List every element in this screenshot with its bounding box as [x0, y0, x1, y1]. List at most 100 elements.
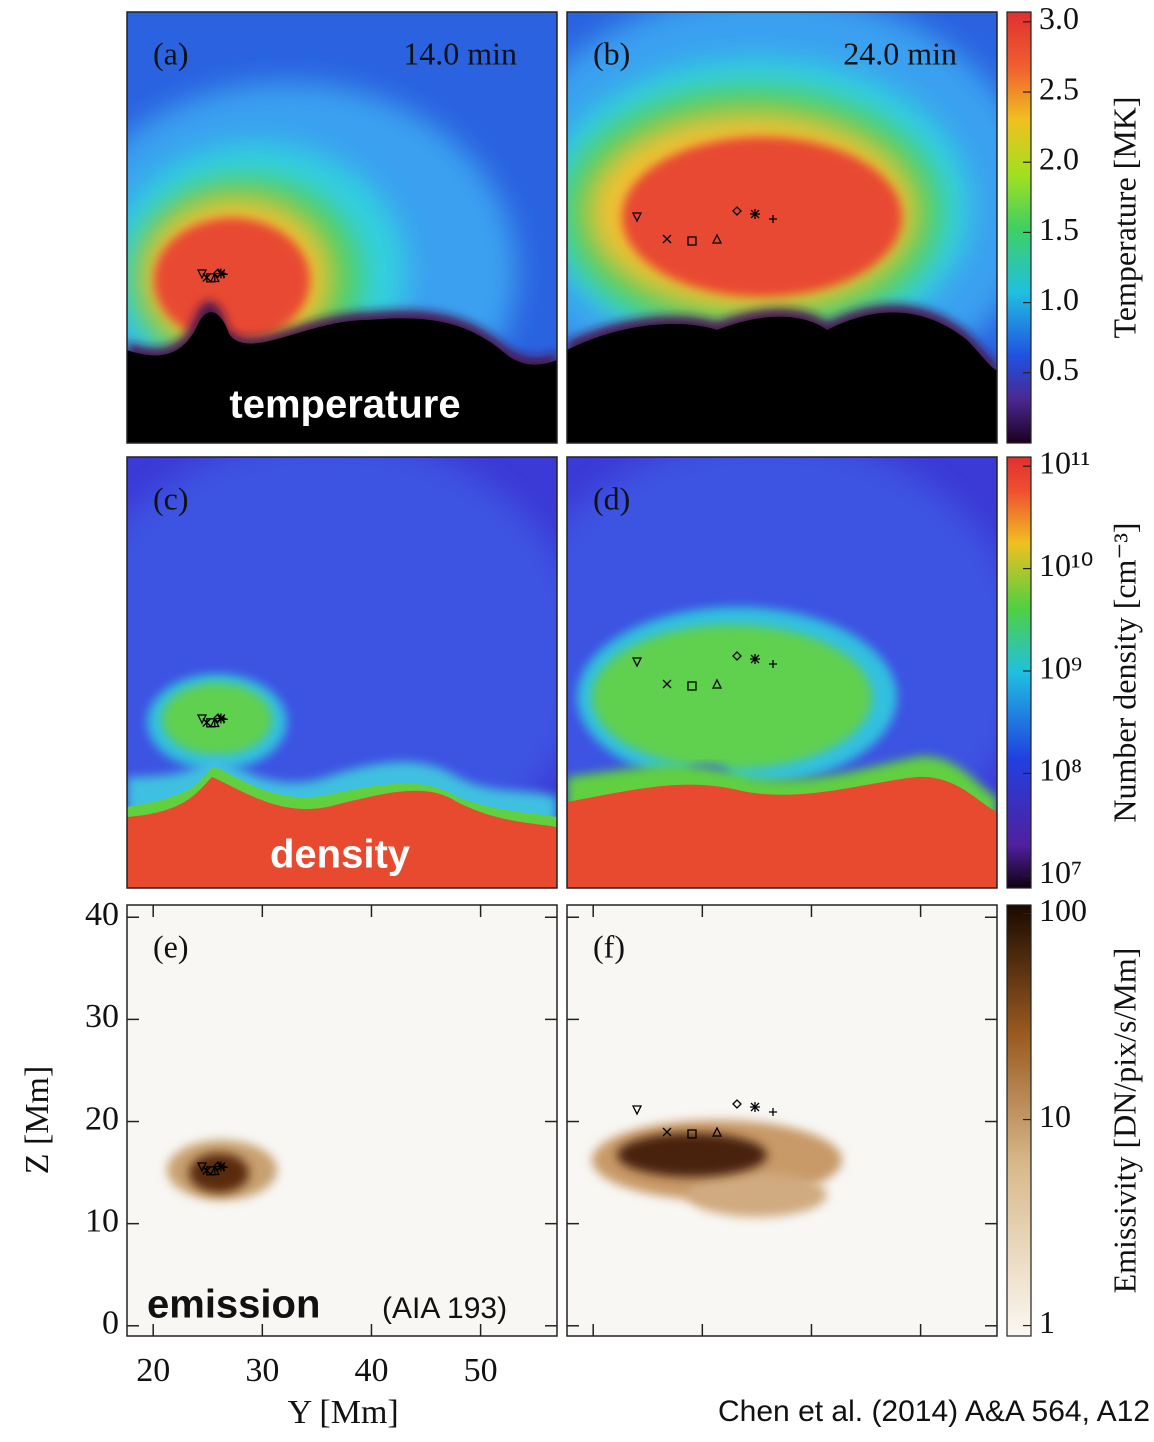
colorbar-tick-label: 100 [1039, 892, 1087, 928]
marker [750, 209, 760, 219]
image-fields [127, 12, 997, 1336]
field [127, 777, 557, 888]
marker [209, 272, 220, 283]
panel-label: (f) [593, 928, 625, 964]
colorbar-label: Number density [cm⁻³] [1106, 522, 1142, 822]
row-label: density [270, 833, 411, 877]
panel-label: (e) [153, 928, 189, 964]
marker [750, 654, 760, 664]
marker [687, 681, 697, 691]
field [617, 1133, 767, 1177]
field [622, 137, 902, 297]
marker [687, 1129, 697, 1139]
credit: Chen et al. (2014) A&A 564, A12 [718, 1395, 1150, 1428]
colorbar-tick-label: 10⁸ [1039, 752, 1082, 788]
marker [769, 215, 777, 223]
colorbar-tick-label: 1.0 [1039, 281, 1079, 317]
x-tick-label: 50 [464, 1352, 498, 1389]
colorbar-tick-label: 1 [1039, 1304, 1055, 1340]
colorbar-label: Emissivity [DN/pix/s/Mm] [1106, 948, 1142, 1294]
colorbar-tick-label: 0.5 [1039, 351, 1079, 387]
y-tick-label: 30 [85, 998, 119, 1035]
marker [769, 1108, 777, 1116]
marker [711, 233, 723, 244]
panel-image [567, 457, 997, 888]
marker [662, 234, 672, 244]
panel-label: (d) [593, 480, 630, 516]
row-label: temperature [229, 383, 460, 427]
colorbar-tick-label: 1.5 [1039, 211, 1079, 247]
marker [631, 657, 643, 668]
panel-frame [566, 456, 998, 889]
colorbar-tick-label: 10⁷ [1039, 854, 1082, 890]
field [127, 312, 557, 443]
field [567, 905, 997, 1336]
colorbar [1006, 904, 1032, 1337]
marker [750, 1102, 760, 1112]
field [127, 905, 557, 1336]
marker [711, 678, 723, 689]
x-tick-label: 40 [354, 1352, 388, 1389]
panel-frame [566, 904, 998, 1337]
colorbar-tick-label: 10¹¹ [1039, 445, 1090, 481]
panel-frame [126, 904, 558, 1337]
colorbar [1006, 11, 1032, 444]
colorbar-tick-label: 10¹⁰ [1039, 547, 1093, 583]
colorbar-tick-label: 2.5 [1039, 70, 1079, 106]
marker [219, 270, 228, 279]
marker [732, 651, 742, 661]
marker [662, 679, 672, 689]
row-note: (AIA 193) [382, 1292, 507, 1325]
colorbar-tick-label: 2.0 [1039, 141, 1079, 177]
marker [732, 206, 742, 216]
marker [209, 1165, 220, 1176]
field [567, 312, 997, 443]
colorbar [1006, 456, 1032, 889]
panel-time: 24.0 min [843, 35, 957, 71]
y-axis-label: Z [Mm] [19, 1066, 56, 1175]
colorbar-label: Temperature [MK] [1106, 96, 1142, 338]
marker [711, 1126, 723, 1137]
field [592, 625, 872, 769]
colorbar-tick-label: 10 [1039, 1098, 1071, 1134]
marker [215, 713, 226, 724]
field [687, 1173, 827, 1217]
row-label: emission [147, 1283, 320, 1327]
y-tick-label: 0 [102, 1305, 119, 1342]
marker [631, 1105, 643, 1116]
field [189, 1153, 249, 1193]
marker [687, 236, 697, 246]
marker [215, 268, 226, 279]
marker [631, 212, 643, 223]
panel-label: (a) [153, 35, 189, 71]
field [154, 218, 310, 342]
panel-image [127, 905, 557, 1336]
x-axis-label: Y [Mm] [288, 1394, 399, 1431]
x-tick-label: 30 [245, 1352, 279, 1389]
y-tick-label: 10 [85, 1202, 119, 1239]
colorbar-tick-label: 3.0 [1039, 0, 1079, 36]
panel-label: (b) [593, 35, 630, 71]
panel-image [567, 12, 997, 443]
y-tick-label: 40 [85, 896, 119, 933]
field [567, 776, 997, 888]
panel-time: 14.0 min [403, 35, 517, 71]
panel-frame [566, 11, 998, 444]
marker [219, 1163, 228, 1172]
marker [662, 1127, 672, 1137]
marker [219, 715, 228, 724]
colorbar-tick-label: 10⁹ [1039, 649, 1082, 685]
marker [215, 1161, 226, 1172]
panel-image [127, 12, 557, 443]
y-tick-label: 20 [85, 1100, 119, 1137]
panel-frame [126, 11, 558, 444]
x-tick-label: 20 [136, 1352, 170, 1389]
marker [732, 1099, 742, 1109]
panel-image [127, 457, 557, 888]
panel-label: (c) [153, 480, 189, 516]
marker [209, 717, 220, 728]
panel-image [567, 905, 997, 1336]
marker [769, 660, 777, 668]
